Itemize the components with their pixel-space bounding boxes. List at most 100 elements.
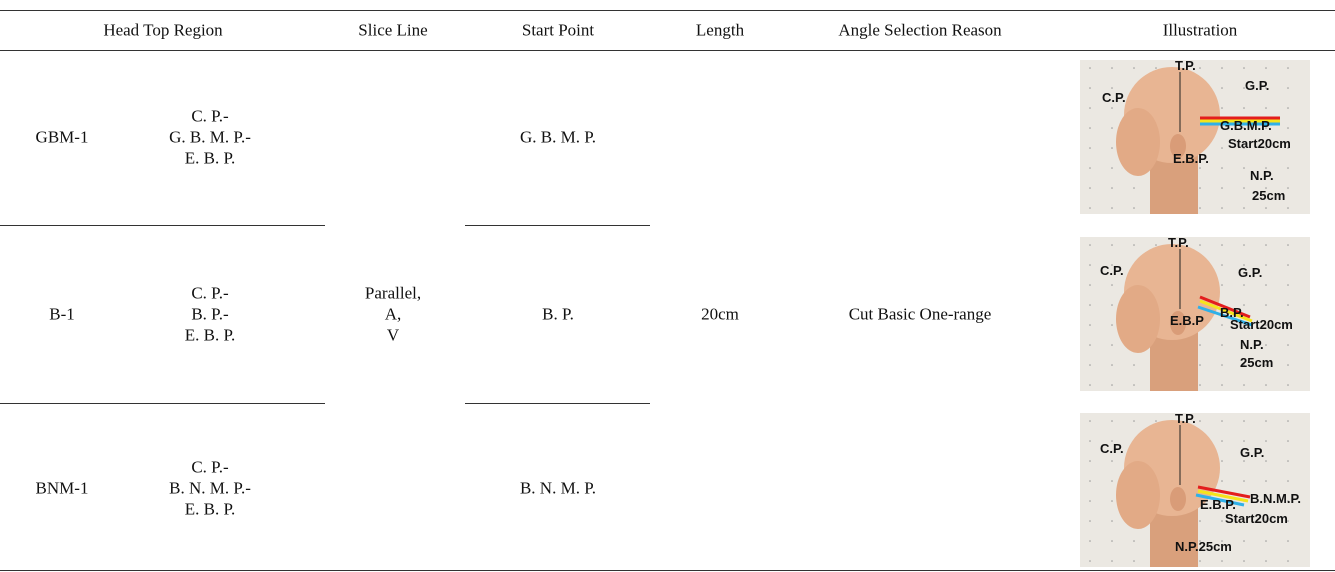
header: Length <box>695 20 745 40</box>
grid-dot <box>1089 244 1091 246</box>
grid-dot <box>1221 207 1223 209</box>
header: Angle Selection Reason <box>838 20 1002 40</box>
header: Illustration <box>1162 20 1238 40</box>
grid-dot <box>1287 67 1289 69</box>
grid-dot <box>1199 364 1201 366</box>
grid-dot <box>1111 540 1113 542</box>
grid-dot <box>1243 304 1245 306</box>
grid-dot <box>1155 420 1157 422</box>
illustration-label: B.N.M.P. <box>1250 491 1301 506</box>
grid-dot <box>1221 420 1223 422</box>
face <box>1116 108 1160 176</box>
grid-dot <box>1199 207 1201 209</box>
grid-dot <box>1089 147 1091 149</box>
grid-dot <box>1199 540 1201 542</box>
grid-dot <box>1221 460 1223 462</box>
grid-dot <box>1089 107 1091 109</box>
grid-dot <box>1199 520 1201 522</box>
grid-dot <box>1265 127 1267 129</box>
illustration-label: B.P. <box>1220 305 1244 320</box>
grid-dot <box>1287 384 1289 386</box>
grid-dot <box>1111 207 1113 209</box>
grid-dot <box>1265 560 1267 562</box>
grid-dot <box>1243 364 1245 366</box>
grid-dot <box>1089 284 1091 286</box>
grid-dot <box>1111 87 1113 89</box>
grid-dot <box>1287 500 1289 502</box>
grid-dot <box>1243 187 1245 189</box>
grid-dot <box>1089 187 1091 189</box>
grid-dot <box>1111 520 1113 522</box>
grid-dot <box>1287 480 1289 482</box>
grid-dot <box>1243 540 1245 542</box>
grid-dot <box>1221 480 1223 482</box>
illustration-label: 25cm <box>1252 188 1285 203</box>
illustration-label: G.P. <box>1238 265 1262 280</box>
grid-dot <box>1199 560 1201 562</box>
grid-dot <box>1089 87 1091 89</box>
grid-dot <box>1265 460 1267 462</box>
grid-dot <box>1111 384 1113 386</box>
slice-line-mark <box>1197 489 1249 503</box>
grid-dot <box>1111 244 1113 246</box>
grid-dot <box>1287 207 1289 209</box>
grid-dot <box>1265 304 1267 306</box>
grid-dot <box>1089 364 1091 366</box>
neck <box>1150 508 1198 567</box>
grid-dot <box>1265 540 1267 542</box>
grid-dot <box>1243 207 1245 209</box>
grid-dot <box>1221 364 1223 366</box>
illustration-label: N.P.25cm <box>1175 539 1232 554</box>
top-rule <box>0 10 1335 11</box>
illustration-label: Start20cm <box>1228 136 1291 151</box>
grid-dot <box>1287 520 1289 522</box>
region: C. P.- G. B. M. P.- E. B. P. <box>169 106 251 169</box>
grid-dot <box>1089 127 1091 129</box>
grid-dot <box>1089 480 1091 482</box>
grid-dot <box>1089 344 1091 346</box>
grid-dot <box>1287 284 1289 286</box>
illustration-label: T.P. <box>1168 237 1189 250</box>
slice-line-item: Parallel, <box>364 283 422 303</box>
grid-dot <box>1243 460 1245 462</box>
grid-dot <box>1265 244 1267 246</box>
grid-dot <box>1287 167 1289 169</box>
region-item: C. P.- <box>191 457 229 477</box>
grid-dot <box>1265 420 1267 422</box>
slice-line-item: V <box>386 325 400 345</box>
grid-dot <box>1221 244 1223 246</box>
grid-dot <box>1287 87 1289 89</box>
grid-dot <box>1287 420 1289 422</box>
grid-dot <box>1133 420 1135 422</box>
header-rule <box>0 50 1335 51</box>
grid-dot <box>1133 207 1135 209</box>
grid-dot <box>1155 244 1157 246</box>
slice-line-mark <box>1197 485 1251 499</box>
grid-dot <box>1199 344 1201 346</box>
grid-dot <box>1111 500 1113 502</box>
region-item: B. N. M. P.- <box>169 478 251 498</box>
grid-dot <box>1089 500 1091 502</box>
grid-dot <box>1265 500 1267 502</box>
grid-dot <box>1265 187 1267 189</box>
grid-dot <box>1287 364 1289 366</box>
row-code: BNM-1 <box>35 478 89 498</box>
neck <box>1150 155 1198 214</box>
grid-dot <box>1111 187 1113 189</box>
grid-dot <box>1089 440 1091 442</box>
slice-line-mark <box>1197 305 1253 327</box>
grid-dot <box>1221 264 1223 266</box>
grid-dot <box>1287 344 1289 346</box>
grid-dot <box>1243 440 1245 442</box>
grid-dot <box>1265 364 1267 366</box>
grid-dot <box>1243 324 1245 326</box>
grid-dot <box>1133 560 1135 562</box>
face <box>1116 285 1160 353</box>
grid-dot <box>1221 520 1223 522</box>
grid-dot <box>1287 324 1289 326</box>
grid-dot <box>1221 284 1223 286</box>
grid-dot <box>1089 540 1091 542</box>
row-rule <box>0 403 325 404</box>
grid-dot <box>1243 560 1245 562</box>
grid-dot <box>1243 384 1245 386</box>
